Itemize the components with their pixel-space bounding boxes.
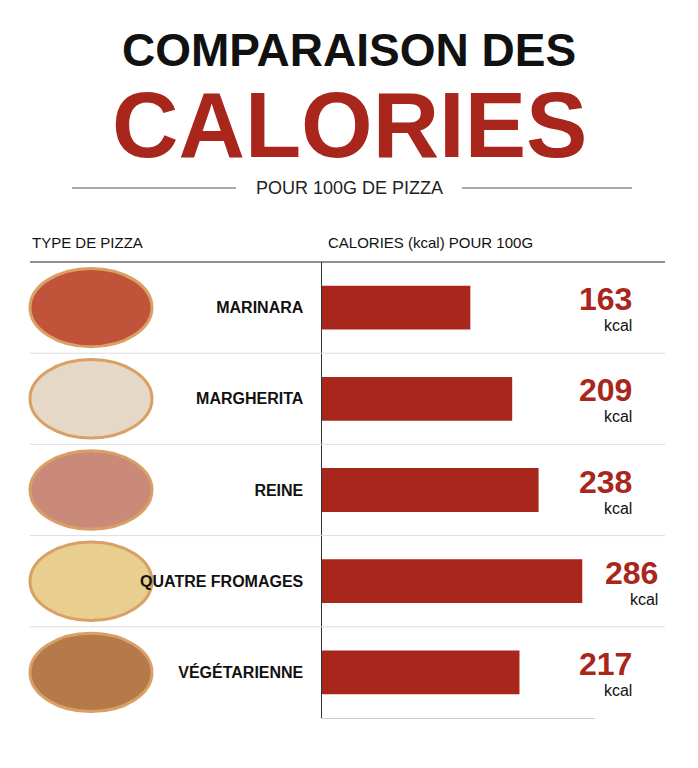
svg-text:CALORIES: CALORIES <box>112 74 587 176</box>
svg-text:217kcal: 217kcal <box>579 646 632 699</box>
svg-text:TYPE DE PIZZA: TYPE DE PIZZA <box>32 234 143 251</box>
svg-text:VÉGÉTARIENNE: VÉGÉTARIENNE <box>178 663 303 681</box>
svg-text:286kcal: 286kcal <box>605 555 658 608</box>
svg-text:MARGHERITA: MARGHERITA <box>196 390 304 407</box>
svg-text:163kcal: 163kcal <box>579 281 632 334</box>
svg-text:REINE: REINE <box>254 482 303 499</box>
svg-text:238kcal: 238kcal <box>579 464 632 517</box>
svg-text:POUR 100G DE PIZZA: POUR 100G DE PIZZA <box>256 178 443 198</box>
svg-text:QUATRE FROMAGES: QUATRE FROMAGES <box>140 573 304 590</box>
svg-text:MARINARA: MARINARA <box>216 299 304 316</box>
svg-text:COMPARAISON DES: COMPARAISON DES <box>122 24 576 76</box>
svg-text:CALORIES (kcal) POUR 100G: CALORIES (kcal) POUR 100G <box>328 234 533 251</box>
svg-text:209kcal: 209kcal <box>579 372 632 425</box>
